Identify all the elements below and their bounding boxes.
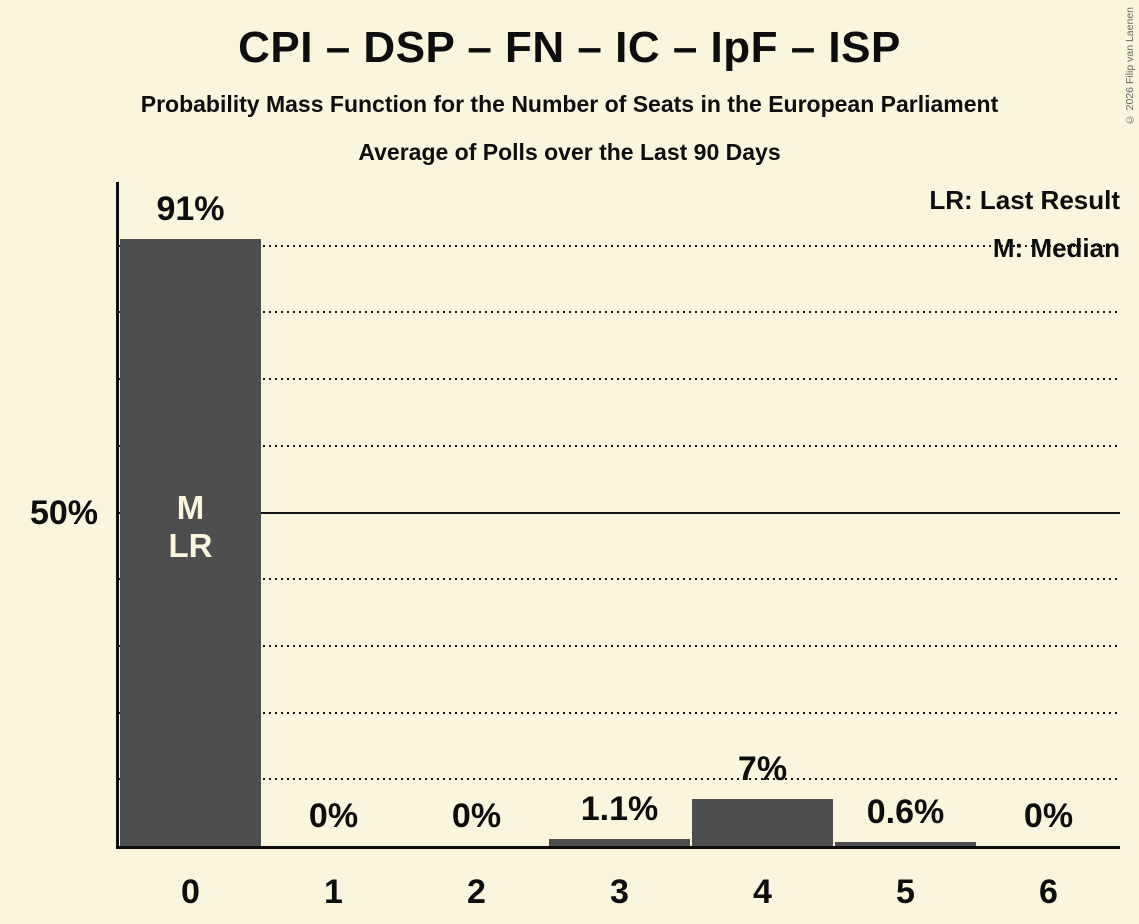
- bar-value-label-4: 7%: [737, 750, 788, 788]
- gridline-70-percent: [119, 378, 1120, 381]
- bar-value-label-1: 0%: [308, 797, 359, 835]
- gridline-30-percent: [119, 644, 1120, 647]
- legend-last-result: LR: Last Result: [929, 185, 1120, 215]
- bar-seats-4: [692, 799, 833, 846]
- y-axis-50-percent-label: 50%: [29, 494, 98, 532]
- x-tick-label-3: 3: [610, 873, 629, 911]
- bar-value-label-6: 0%: [1023, 797, 1074, 835]
- gridline-50-percent: [119, 511, 1120, 514]
- bar-seats-5: [835, 842, 976, 846]
- annotation-line: LR: [168, 527, 213, 564]
- gridline-60-percent: [119, 444, 1120, 447]
- gridline-10-percent: [119, 778, 1120, 781]
- copyright-notice: © 2026 Filip van Laenen: [1124, 7, 1136, 126]
- x-tick-label-4: 4: [753, 873, 772, 911]
- gridline-90-percent: [119, 244, 1120, 247]
- gridline-40-percent: [119, 578, 1120, 581]
- x-axis-line: [116, 846, 1120, 849]
- bar-value-label-3: 1.1%: [580, 790, 659, 828]
- chart-subtitle-2: Average of Polls over the Last 90 Days: [358, 139, 781, 165]
- gridline-20-percent: [119, 711, 1120, 714]
- x-tick-label-5: 5: [896, 873, 915, 911]
- median-last-result-annotation: M LR: [119, 489, 262, 565]
- bar-value-label-5: 0.6%: [866, 793, 945, 831]
- chart-subtitle: Probability Mass Function for the Number…: [140, 91, 999, 117]
- legend-median: M: Median: [992, 233, 1120, 263]
- chart-title: CPI – DSP – FN – IC – IpF – ISP: [238, 23, 901, 72]
- bar-seats-3: [549, 839, 690, 846]
- gridline-80-percent: [119, 311, 1120, 314]
- bar-seats-0: [120, 239, 261, 846]
- annotation-line: M: [176, 489, 205, 526]
- bar-value-label-0: 91%: [156, 190, 225, 228]
- x-tick-label-6: 6: [1039, 873, 1058, 911]
- x-tick-label-2: 2: [467, 873, 486, 911]
- x-tick-label-0: 0: [181, 873, 200, 911]
- x-tick-label-1: 1: [324, 873, 343, 911]
- bar-value-label-2: 0%: [451, 797, 502, 835]
- y-axis-line: [116, 182, 119, 849]
